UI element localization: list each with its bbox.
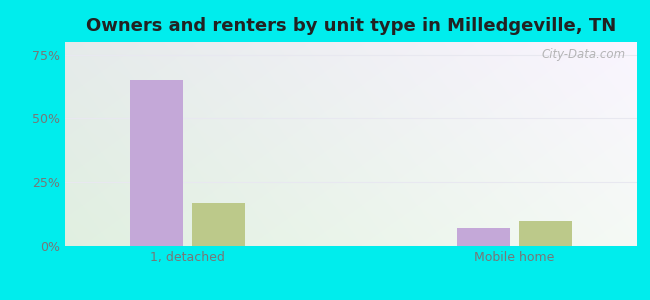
Text: City-Data.com: City-Data.com [541, 48, 625, 61]
Title: Owners and renters by unit type in Milledgeville, TN: Owners and renters by unit type in Mille… [86, 17, 616, 35]
Bar [192, 203, 245, 246]
Bar [519, 220, 571, 246]
Bar [131, 80, 183, 246]
Legend: Owner occupied units, Renter occupied units: Owner occupied units, Renter occupied un… [170, 297, 532, 300]
Bar [457, 228, 510, 246]
